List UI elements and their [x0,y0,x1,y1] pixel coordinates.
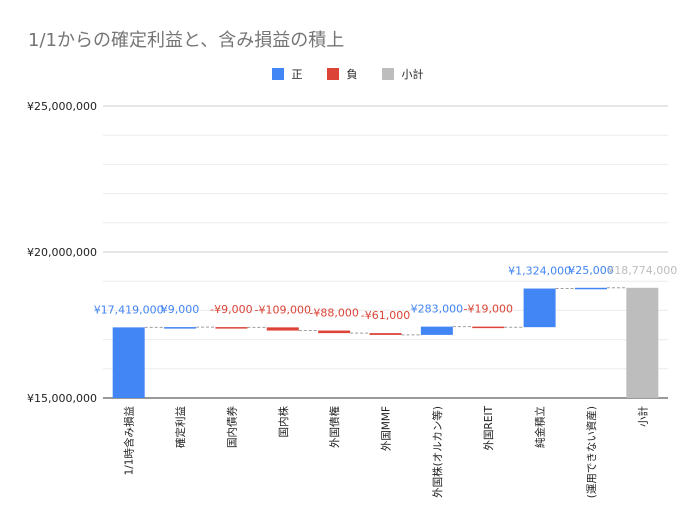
data-label: -¥19,000 [463,303,512,316]
data-label: -¥109,000 [255,303,311,316]
bar-1 [164,327,197,329]
legend-swatch-subtotal [381,68,394,80]
data-label: -¥61,000 [361,309,410,322]
bar-5 [369,333,402,335]
bar-9 [574,287,607,290]
x-axis-labels: 1/1時含み損益 確定利益 国内債券 国内株 外国債権 外国MMF 外国株(オルカン等) 外国… [123,405,650,498]
bar-6 [420,326,453,335]
data-label: ¥283,000 [411,303,464,316]
y-tick-label: ¥15,000,000 [27,392,97,405]
data-label: ¥17,419,000 [94,303,164,316]
x-tick-label: 1/1時含み損益 [123,406,136,476]
data-label: ¥18,774,000 [607,264,677,277]
x-tick-label: 外国債権 [328,406,341,448]
bar-4 [318,330,351,334]
y-axis: ¥15,000,000 ¥20,000,000 ¥25,000,000 [27,100,668,405]
legend-label-subtotal: 小計 [401,68,424,81]
bar-0 [112,327,145,398]
legend-item-positive[interactable]: 正 [271,66,303,82]
data-labels: ¥17,419,000¥9,000 -¥9,000 -¥109,000-¥88,00… [94,264,678,322]
gridlines [103,105,668,370]
legend-swatch-negative [326,68,339,80]
x-tick-label: 国内債券 [225,406,238,448]
x-tick-label: 外国MMF [381,406,393,451]
x-tick-label: (運用できない資産) [585,406,598,498]
bar-7 [472,326,505,329]
legend-label-negative: 負 [346,68,358,81]
data-label: -¥9,000 [210,303,252,316]
legend-item-negative[interactable]: 負 [326,66,358,82]
bar-8 [523,288,556,328]
data-label: ¥1,324,000 [508,265,571,278]
chart-title: 1/1からの確定利益と、含み損益の積上 [28,30,345,51]
bar-10 [626,287,659,398]
x-tick-label: 外国株(オルカン等) [431,406,444,498]
connectors [144,287,627,336]
bar-2 [215,327,248,329]
x-tick-label: 小計 [636,406,649,427]
legend-swatch-positive [271,68,284,80]
x-tick-label: 確定利益 [174,406,187,448]
y-tick-label: ¥25,000,000 [27,100,97,113]
legend-item-subtotal[interactable]: 小計 [381,66,424,82]
legend: 正 負 小計 [0,66,695,82]
x-tick-label: 外国REIT [483,405,495,450]
data-label: -¥88,000 [309,307,358,320]
bar-3 [266,327,299,331]
data-label: ¥9,000 [161,303,200,316]
data-label: ¥25,000 [568,264,614,277]
x-tick-label: 国内株 [277,406,290,438]
bars [112,287,659,398]
y-tick-label: ¥20,000,000 [27,246,97,259]
x-tick-label: 純金積立 [534,406,547,448]
legend-label-positive: 正 [291,68,303,81]
